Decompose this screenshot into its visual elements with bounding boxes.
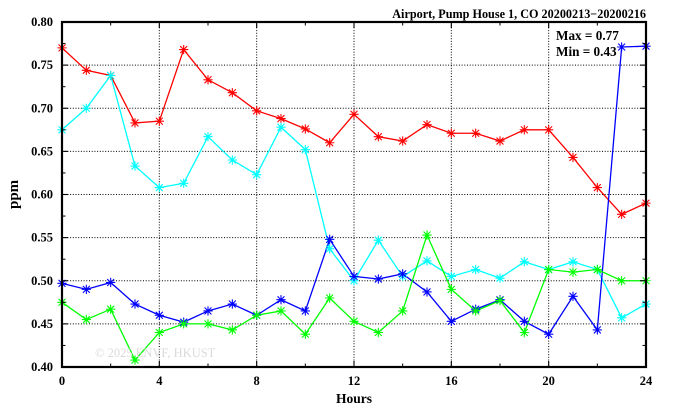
svg-text:0.50: 0.50 [31, 274, 53, 288]
svg-text:20: 20 [542, 374, 555, 388]
svg-text:4: 4 [156, 374, 163, 388]
svg-text:0.75: 0.75 [31, 58, 53, 72]
svg-text:0.45: 0.45 [31, 317, 53, 331]
svg-text:0: 0 [59, 374, 65, 388]
svg-text:16: 16 [445, 374, 458, 388]
svg-text:12: 12 [348, 374, 361, 388]
svg-text:0.40: 0.40 [31, 360, 53, 374]
svg-text:0.70: 0.70 [31, 101, 53, 115]
svg-text:8: 8 [254, 374, 260, 388]
svg-text:24: 24 [640, 374, 653, 388]
svg-text:0.60: 0.60 [31, 188, 53, 202]
svg-text:0.55: 0.55 [31, 231, 53, 245]
svg-text:0.65: 0.65 [31, 144, 53, 158]
